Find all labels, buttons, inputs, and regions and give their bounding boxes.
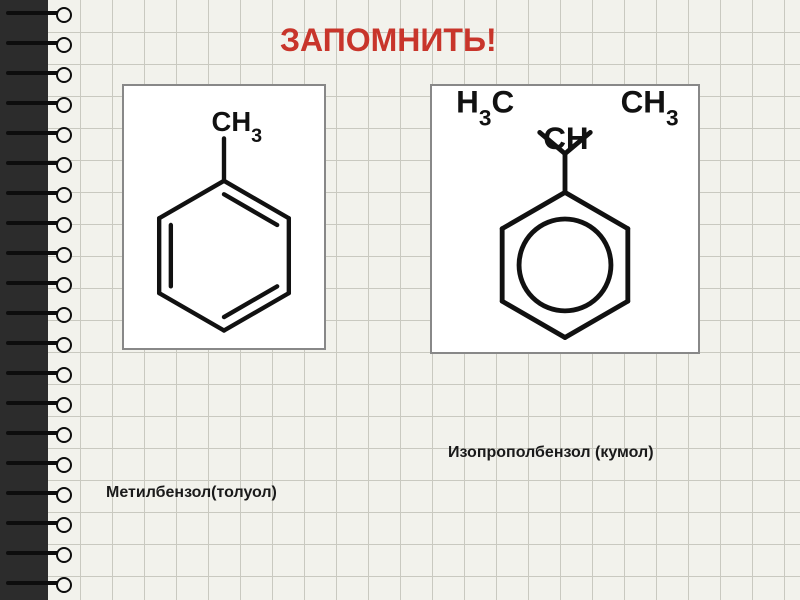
cumene-panel: H3C CH CH3	[430, 84, 700, 354]
svg-text:CH3: CH3	[621, 86, 679, 130]
title: ЗАПОМНИТЬ!	[280, 22, 497, 59]
page: ЗАПОМНИТЬ! CH3 H3C CH CH3 Метилбензол(толу…	[0, 0, 800, 600]
svg-text:CH3: CH3	[212, 106, 263, 147]
toluene-structure: CH3	[124, 86, 324, 348]
toluene-caption: Метилбензол(толуол)	[106, 484, 277, 502]
svg-text:H3C: H3C	[456, 86, 514, 130]
spiral-binder	[0, 0, 48, 600]
svg-text:CH: CH	[543, 121, 588, 156]
toluene-panel: CH3	[122, 84, 326, 350]
cumene-caption: Изопрополбензол (кумол)	[448, 444, 654, 462]
cumene-structure: H3C CH CH3	[432, 86, 698, 352]
